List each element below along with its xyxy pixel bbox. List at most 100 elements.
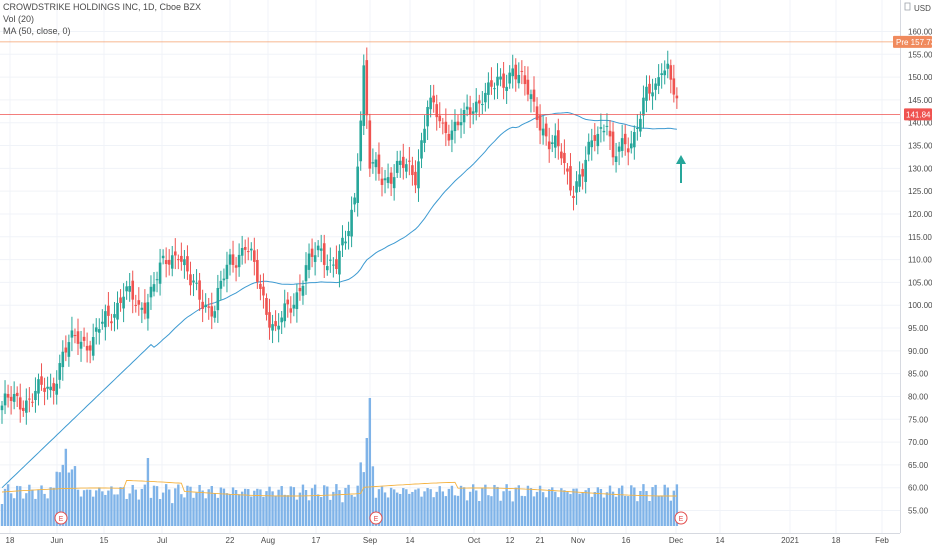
candle-body — [477, 100, 481, 104]
volume-bar — [566, 492, 569, 526]
candle-body — [563, 152, 566, 164]
volume-bar — [110, 486, 113, 526]
volume-bar — [280, 486, 283, 526]
volume-bar — [140, 488, 144, 526]
candle-body — [164, 260, 168, 265]
volume-bar — [402, 488, 405, 526]
volume-bar — [329, 499, 332, 526]
candle-body — [46, 386, 49, 389]
volume-bar — [432, 497, 435, 526]
y-tick-label: 150.00 — [908, 73, 932, 82]
candle-body — [657, 77, 660, 86]
candle-body — [274, 321, 277, 327]
y-tick-label: 130.00 — [908, 164, 932, 173]
candle-body — [180, 255, 183, 262]
volume-bar — [131, 484, 134, 526]
earnings-marker-icon — [674, 511, 688, 525]
volume-bar — [244, 488, 247, 526]
candle-body — [149, 286, 153, 298]
candle-body — [158, 262, 162, 284]
x-tick-label: 2021 — [781, 536, 799, 545]
volume-bar — [569, 494, 572, 526]
candle-body — [386, 177, 390, 183]
volume-bar — [490, 496, 493, 526]
volume-bar — [85, 489, 89, 526]
candle-body — [605, 125, 609, 127]
x-tick-label: Jul — [157, 536, 167, 545]
volume-bar — [323, 485, 326, 526]
candle-body — [578, 174, 581, 187]
volume-bar — [423, 491, 426, 526]
candle-body — [125, 286, 128, 292]
volume-bar — [171, 503, 174, 526]
volume-bar — [295, 499, 299, 526]
candle-body — [201, 301, 204, 309]
volume-bar — [551, 487, 554, 526]
volume-bar — [411, 491, 414, 526]
y-tick-label: 100.00 — [908, 301, 932, 310]
candle-body — [198, 280, 201, 300]
candle-body — [481, 104, 484, 106]
candle-body — [137, 300, 141, 305]
volume-bar — [468, 491, 472, 526]
candle-body — [143, 302, 147, 314]
candle-body — [365, 60, 369, 116]
volume-bar — [420, 496, 423, 526]
candle-body — [97, 329, 101, 333]
volume-bar — [146, 458, 150, 526]
volume-ma-line — [1, 480, 677, 497]
volume-bar — [304, 490, 308, 526]
volume-bar — [335, 484, 338, 526]
candle-body — [368, 120, 372, 169]
volume-bar — [286, 495, 289, 526]
candle-body — [417, 161, 420, 189]
volume-bar — [268, 486, 271, 526]
volume-bar — [383, 492, 387, 526]
candle-body — [395, 160, 399, 173]
y-tick-label: 110.00 — [908, 256, 932, 265]
volume-bar — [362, 472, 365, 526]
volume-bar — [472, 484, 475, 526]
candle-body — [253, 250, 256, 262]
candle-body — [648, 83, 651, 94]
volume-bar — [6, 484, 10, 526]
volume-bar — [326, 486, 329, 526]
volume-bar — [599, 488, 603, 526]
volume-bar — [608, 485, 612, 526]
candle-body — [107, 305, 110, 316]
volume-bar — [9, 493, 13, 526]
candle-body — [560, 151, 563, 159]
candle-body — [313, 255, 317, 262]
candle-body — [25, 400, 28, 413]
candle-body — [566, 168, 569, 172]
volume-bar — [237, 494, 241, 526]
volume-bar — [192, 497, 195, 526]
candle-body — [222, 278, 226, 281]
candle-body — [599, 127, 603, 129]
volume-bar — [213, 493, 216, 526]
candle-body — [553, 135, 557, 148]
candle-body — [623, 133, 627, 145]
candle-body — [113, 314, 116, 318]
candle-body — [435, 104, 439, 118]
candle-body — [611, 131, 615, 158]
candle-body — [617, 146, 621, 152]
candle-body — [167, 259, 171, 265]
volume-bar — [520, 495, 524, 526]
candle-body — [666, 63, 670, 69]
candle-body — [325, 266, 329, 271]
volume-bar — [201, 490, 204, 526]
candle-body — [6, 393, 10, 398]
x-tick-label: 18 — [832, 536, 841, 545]
candle-body — [231, 254, 235, 265]
volume-bar — [137, 499, 140, 526]
candle-body — [383, 178, 387, 181]
candle-body — [104, 311, 107, 328]
volume-bar — [46, 498, 49, 526]
candle-body — [204, 304, 207, 307]
candle-body — [307, 253, 311, 270]
candle-body — [55, 383, 59, 395]
candle-body — [347, 231, 350, 237]
volume-bar — [149, 497, 153, 526]
